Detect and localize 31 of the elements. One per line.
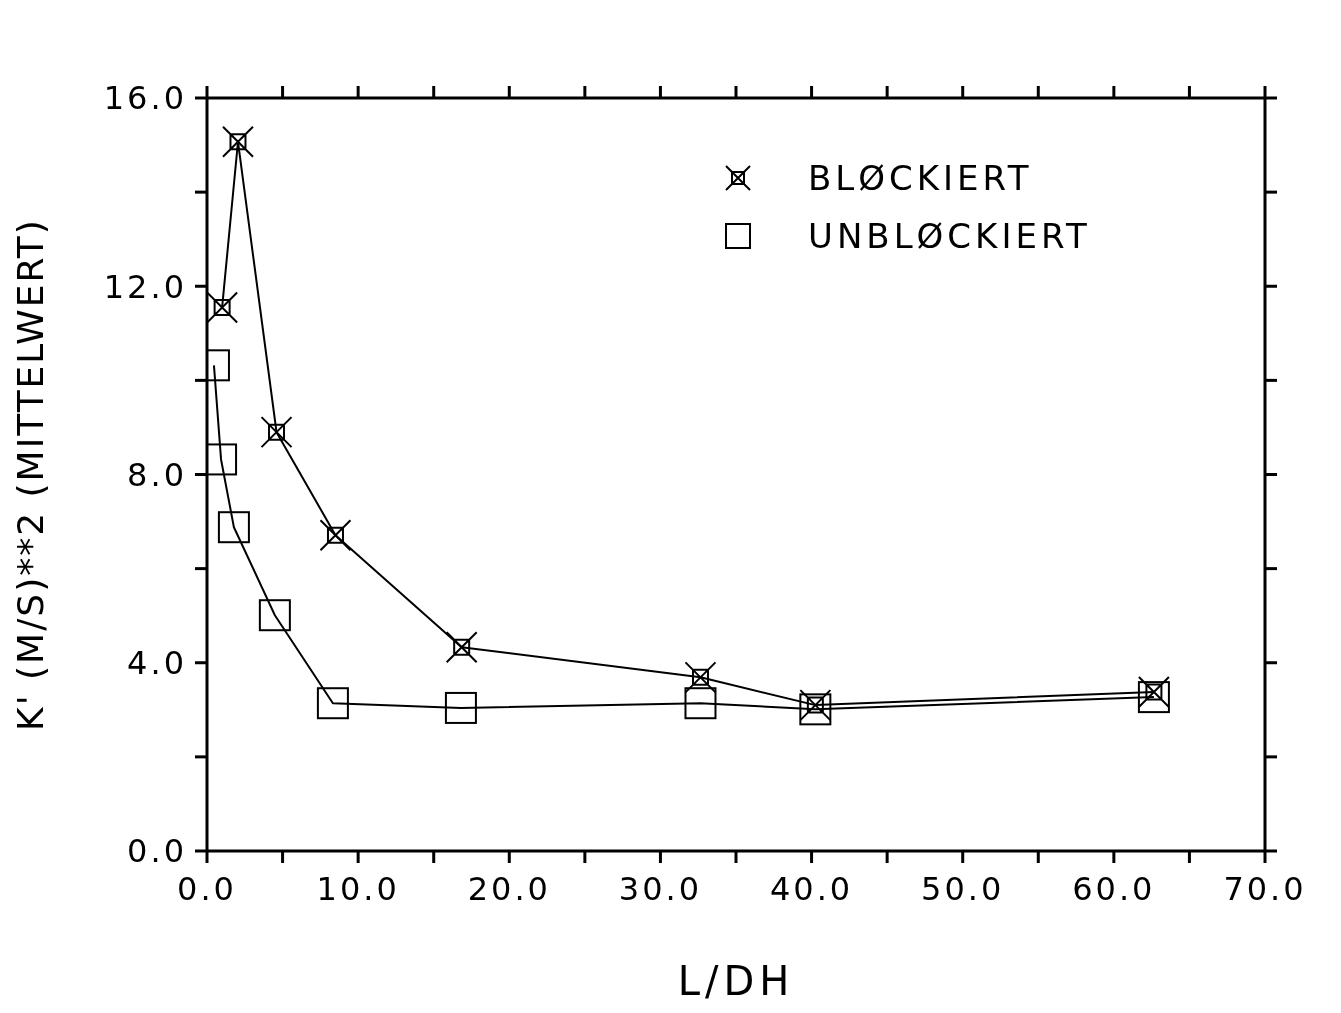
x-axis-title: L/DH [677, 958, 795, 1004]
point [316, 687, 349, 720]
point [221, 125, 254, 158]
x-tick-label: 0.0 [177, 869, 237, 908]
point [207, 291, 239, 324]
y-tick-label: 12.0 [103, 267, 187, 306]
point [445, 631, 478, 664]
x-tick-label: 20.0 [467, 869, 551, 908]
x-tick-label: 50.0 [921, 869, 1005, 908]
y-tick-label: 16.0 [103, 79, 187, 118]
point [1137, 675, 1170, 708]
x-tick-label: 30.0 [618, 869, 703, 908]
y-tick-label: 4.0 [127, 644, 187, 683]
x-tick-label: 10.0 [316, 869, 400, 908]
x-tick-label: 70.0 [1223, 869, 1307, 908]
point [444, 691, 477, 724]
legend-label: BLØCKIERT [808, 158, 1033, 198]
y-axis-title: K' (M/S)**2 (MITTELWERT) [9, 218, 51, 731]
point [260, 416, 293, 449]
point [319, 519, 352, 552]
legend-label: UNBLØCKIERT [808, 216, 1091, 256]
x-tick-label: 60.0 [1072, 869, 1156, 908]
y-tick-label: 8.0 [127, 455, 187, 494]
point [684, 661, 717, 694]
point [258, 599, 291, 632]
point [1137, 681, 1170, 714]
x-tick-label: 40.0 [769, 869, 854, 908]
point [207, 443, 238, 476]
y-tick-label: 0.0 [127, 832, 187, 871]
point [217, 511, 250, 544]
point [684, 687, 717, 720]
